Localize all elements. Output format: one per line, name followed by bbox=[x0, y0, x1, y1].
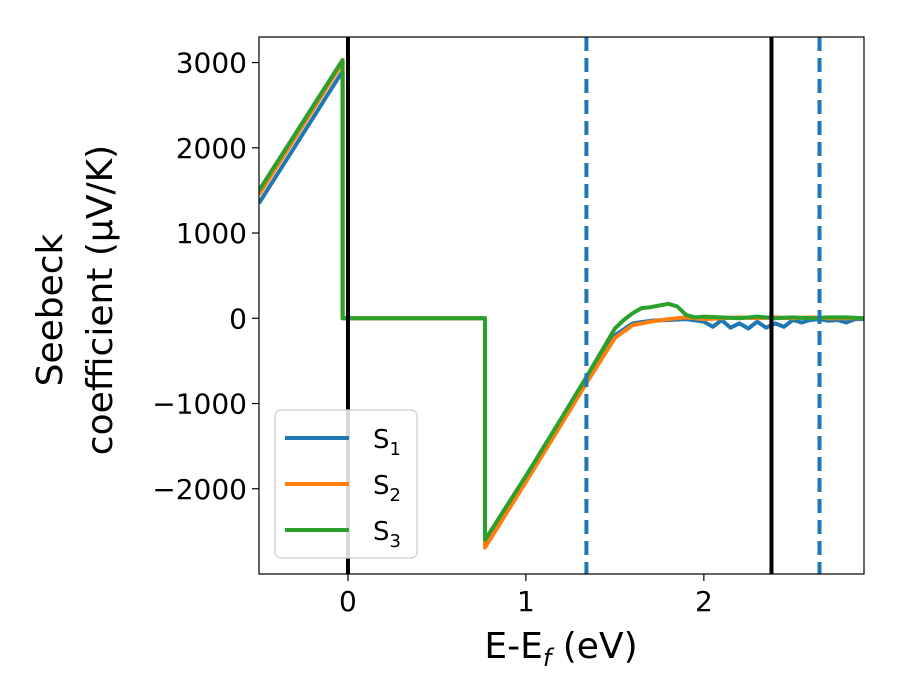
y-tick-label: 3000 bbox=[176, 47, 247, 80]
y-tick-label: −2000 bbox=[152, 473, 247, 506]
plot-area bbox=[259, 37, 864, 574]
y-axis-label-line1: Seebeck bbox=[30, 233, 71, 386]
axes-frame bbox=[258, 36, 865, 575]
series-line-s3 bbox=[259, 58, 864, 542]
x-tick-label: 0 bbox=[339, 585, 357, 618]
x-axis-label: E-Ef (eV) bbox=[484, 626, 637, 672]
x-tick-label: 2 bbox=[695, 585, 713, 618]
y-axis-label-line2: coefficient (μV/K) bbox=[80, 145, 121, 455]
y-tick-label: 2000 bbox=[176, 132, 247, 165]
y-tick-label: 0 bbox=[229, 302, 247, 335]
y-axis-label: Seebeck coefficient (μV/K) bbox=[30, 145, 121, 455]
legend-label-s2: S2 bbox=[373, 471, 401, 506]
ticks: 0 1 2 −2000 −1000 0 1000 2000 3000 bbox=[152, 47, 712, 618]
legend: S1 S2 S3 bbox=[274, 409, 418, 559]
y-tick-label: 1000 bbox=[176, 217, 247, 250]
x-tick-label: 1 bbox=[517, 585, 535, 618]
legend-label-s3: S3 bbox=[373, 517, 401, 552]
y-tick-label: −1000 bbox=[152, 388, 247, 421]
legend-label-s1: S1 bbox=[373, 425, 401, 460]
